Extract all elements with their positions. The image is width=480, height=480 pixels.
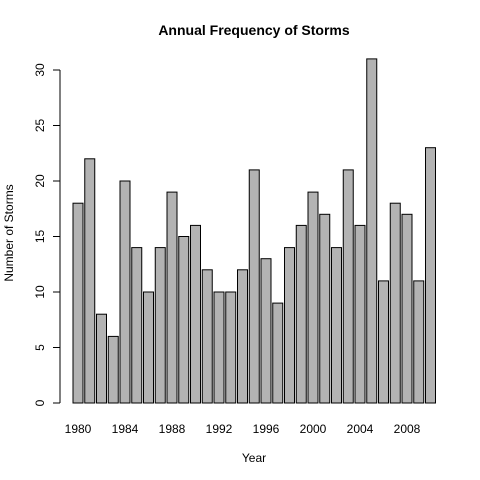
y-axis: 0 5 10 15 20 25 30 xyxy=(33,63,61,406)
bar-1991 xyxy=(201,269,213,404)
x-tick-label: 1980 xyxy=(65,422,92,436)
bar-2004 xyxy=(354,224,366,404)
y-tick-label: 5 xyxy=(33,344,47,351)
bar-1986 xyxy=(143,291,154,404)
bar-1983 xyxy=(107,335,119,404)
x-axis: 1980 1984 1988 1992 1996 2000 2004 2008 xyxy=(65,422,421,436)
bar-2006 xyxy=(378,280,389,404)
bar-1997 xyxy=(272,302,284,404)
bar-1992 xyxy=(213,291,225,404)
x-tick-label: 2004 xyxy=(347,422,374,436)
bar-1980 xyxy=(72,202,84,404)
bar-1995 xyxy=(248,169,260,404)
bar-1989 xyxy=(178,236,190,404)
y-tick-label: 30 xyxy=(33,63,47,77)
bar-1988 xyxy=(166,191,178,404)
chart-title: Annual Frequency of Storms xyxy=(158,22,350,38)
bar-2009 xyxy=(413,280,425,404)
bar-1999 xyxy=(295,224,307,404)
y-tick-label: 15 xyxy=(33,230,47,244)
bar-1984 xyxy=(119,180,131,404)
y-tick-label: 25 xyxy=(33,119,47,133)
bar-1990 xyxy=(190,224,201,404)
bar-1993 xyxy=(225,291,237,404)
bar-2010 xyxy=(425,147,436,404)
bar-1996 xyxy=(260,258,272,404)
bar-1987 xyxy=(154,247,166,404)
x-tick-label: 1992 xyxy=(206,422,233,436)
bar-1998 xyxy=(284,247,295,404)
x-tick-label: 2000 xyxy=(300,422,327,436)
y-tick-label: 0 xyxy=(33,399,47,406)
x-tick-label: 1984 xyxy=(112,422,139,436)
x-tick-label: 1988 xyxy=(159,422,186,436)
x-axis-label: Year xyxy=(242,451,266,465)
y-tick-label: 20 xyxy=(33,174,47,188)
bar-2007 xyxy=(389,202,401,404)
bar-1981 xyxy=(84,158,96,404)
y-axis-label: Number of Storms xyxy=(2,184,16,281)
bar-1982 xyxy=(96,313,107,404)
bar-1994 xyxy=(237,269,248,404)
bar-2003 xyxy=(342,169,354,404)
bars-group xyxy=(72,58,436,404)
bar-2002 xyxy=(331,247,342,404)
bar-2000 xyxy=(307,191,319,404)
bar-2001 xyxy=(319,213,331,404)
bar-1985 xyxy=(131,247,143,404)
x-tick-label: 1996 xyxy=(253,422,280,436)
bar-2008 xyxy=(401,213,413,404)
x-tick-label: 2008 xyxy=(394,422,421,436)
y-tick-label: 10 xyxy=(33,285,47,299)
bar-2005 xyxy=(366,58,378,404)
